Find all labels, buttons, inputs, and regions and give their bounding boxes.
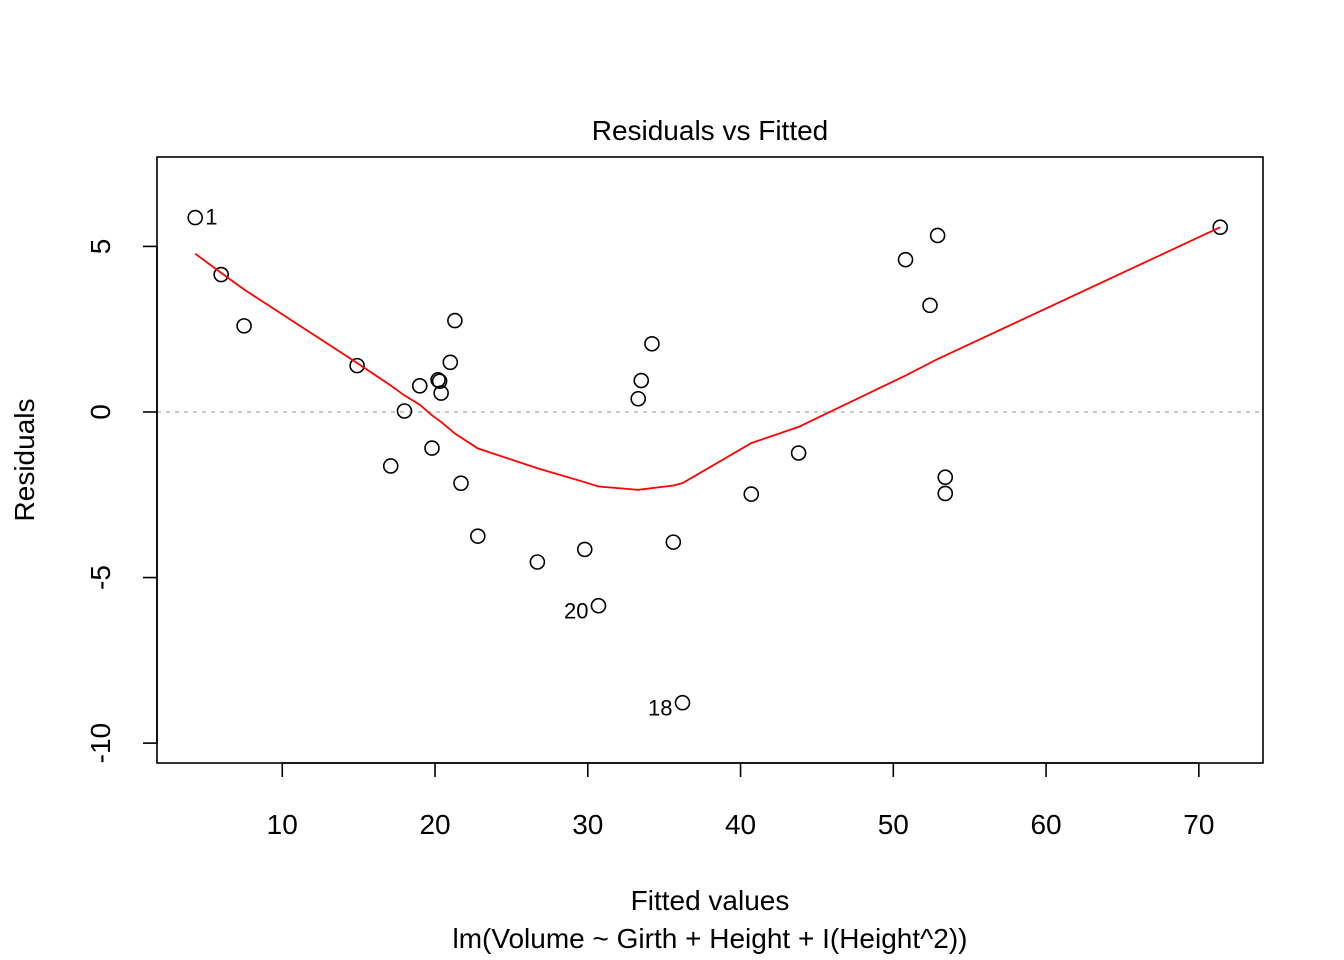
data-point: [897, 251, 914, 268]
data-point: [529, 554, 546, 570]
data-point: [442, 354, 459, 371]
x-tick-label: 20: [419, 809, 450, 840]
data-point: [411, 378, 428, 394]
data-point: [470, 528, 486, 544]
smooth-line: [194, 226, 1221, 491]
data-point: [576, 541, 593, 558]
data-point: [790, 445, 807, 461]
data-point: [431, 373, 448, 389]
y-tick-label: -5: [85, 565, 116, 590]
data-point: [349, 357, 365, 374]
data-point: [937, 469, 954, 486]
point-label: 20: [564, 599, 588, 624]
x-tick-label: 50: [878, 809, 909, 840]
data-point: [630, 390, 647, 407]
data-point: [453, 475, 469, 491]
data-point: [922, 297, 938, 314]
data-point: [590, 597, 607, 614]
x-axis-subtitle: lm(Volume ~ Girth + Height + I(Height^2)…: [452, 923, 967, 954]
point-label: 18: [648, 696, 672, 721]
data-point: [644, 335, 660, 352]
data-point: [236, 318, 252, 334]
y-axis-label: Residuals: [9, 399, 40, 522]
x-axis-label: Fitted values: [631, 885, 790, 916]
data-point: [447, 312, 463, 329]
y-tick-label: -10: [85, 723, 116, 763]
x-tick-label: 10: [267, 809, 298, 840]
data-point: [929, 227, 946, 244]
y-tick-label: 5: [85, 239, 116, 255]
data-point: [937, 485, 954, 502]
y-tick-label: 0: [85, 404, 116, 420]
data-point: [213, 266, 229, 283]
data-point: [424, 440, 440, 456]
data-point: [396, 403, 413, 419]
data-point: [743, 486, 760, 502]
chart-title: Residuals vs Fitted: [592, 115, 829, 146]
point-label: 1: [205, 205, 217, 230]
y-axis: -10 -5 0 5: [85, 239, 158, 763]
data-point: [665, 534, 682, 550]
x-tick-label: 60: [1030, 809, 1061, 840]
x-tick-label: 30: [572, 809, 603, 840]
x-tick-label: 40: [725, 809, 756, 840]
data-point: [382, 458, 399, 474]
data-point: [187, 209, 203, 226]
data-point: [433, 385, 449, 401]
plot-area: 1 20 18: [157, 205, 1263, 721]
data-point: [674, 694, 691, 711]
data-point: [633, 372, 650, 389]
data-point: [1212, 219, 1229, 236]
x-tick-label: 70: [1183, 809, 1214, 840]
x-axis: 10 20 30 40 50 60 70: [267, 762, 1214, 840]
